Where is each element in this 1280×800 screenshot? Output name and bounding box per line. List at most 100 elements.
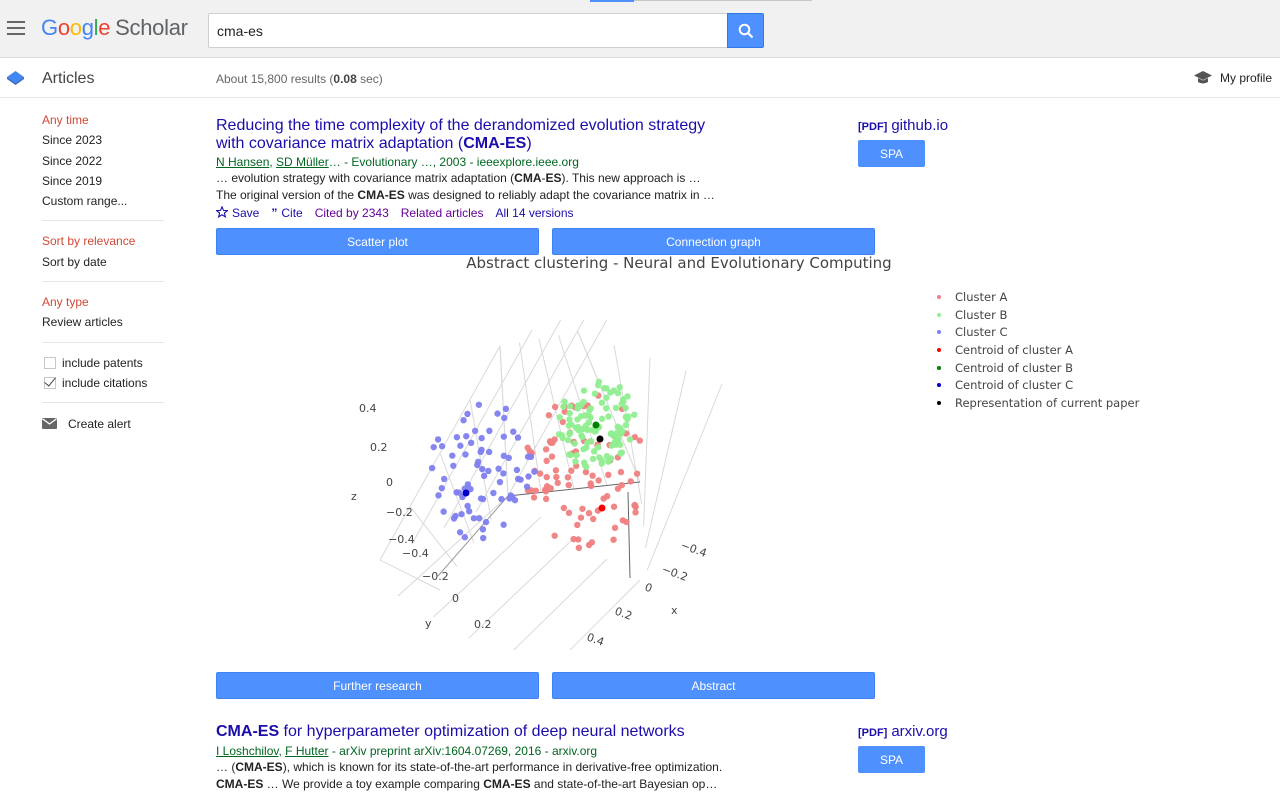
menu-icon[interactable] — [7, 21, 25, 35]
data-point — [546, 438, 554, 445]
legend-item[interactable]: Cluster A — [934, 288, 1139, 306]
abstract-button[interactable]: Abstract — [552, 672, 875, 699]
y-tick-label: 0.2 — [474, 618, 492, 631]
envelope-icon — [42, 418, 57, 430]
result-snippet: The original version of the CMA-ES was d… — [216, 187, 736, 204]
centroid-a — [598, 504, 606, 512]
x-tick-label: 0 — [643, 581, 654, 596]
grid-line — [469, 399, 492, 520]
pdf-link[interactable]: [PDF] arxiv.org — [858, 723, 948, 740]
legend-item[interactable]: Centroid of cluster B — [934, 359, 1139, 377]
result-actions: Save ” Cite Cited by 2343 Related article… — [215, 204, 736, 222]
pdf-tag: [PDF] — [858, 121, 888, 133]
grid-line — [538, 338, 575, 490]
data-point — [552, 467, 560, 474]
filter-since-2023[interactable]: Since 2023 — [42, 133, 103, 148]
filter-since-2022[interactable]: Since 2022 — [42, 153, 103, 168]
author-link[interactable]: N Hansen — [216, 155, 270, 169]
cited-by-link[interactable]: Cited by 2343 — [314, 206, 389, 220]
articles-icon — [7, 71, 24, 85]
legend-item[interactable]: Cluster B — [934, 306, 1139, 324]
sort-by-date[interactable]: Sort by date — [42, 254, 107, 269]
data-point — [559, 418, 566, 426]
data-point — [527, 453, 535, 461]
sort-by-relevance[interactable]: Sort by relevance — [42, 234, 136, 249]
filter-custom-range[interactable]: Custom range... — [42, 194, 128, 209]
further-research-button[interactable]: Further research — [216, 672, 539, 699]
result-source: … - Evolutionary …, 2003 - ieeexplore.ie… — [328, 155, 579, 169]
data-point — [575, 402, 582, 409]
google-scholar-logo[interactable]: Google Scholar — [41, 15, 188, 41]
data-point — [477, 495, 485, 502]
pdf-link[interactable]: [PDF] github.io — [858, 117, 948, 134]
save-link[interactable]: Save — [215, 204, 260, 222]
data-point — [622, 421, 630, 429]
data-point — [463, 432, 470, 440]
grid-line — [379, 345, 501, 561]
include-citations-checkbox[interactable]: include citations — [42, 373, 164, 393]
data-point — [598, 415, 606, 423]
create-alert-link[interactable]: Create alert — [42, 413, 164, 435]
author-link[interactable]: SD Müller — [276, 155, 329, 169]
data-point — [505, 454, 512, 462]
create-alert-label: Create alert — [68, 416, 131, 431]
data-point — [480, 472, 488, 480]
data-point — [435, 492, 442, 499]
scatter-3d-plot[interactable]: 0.40.20−0.2−0.4−0.4−0.200.2−0.4−0.200.20… — [330, 320, 750, 650]
my-profile-link[interactable]: My profile — [1193, 70, 1272, 85]
filter-since-2019[interactable]: Since 2019 — [42, 173, 103, 188]
filter-any-type[interactable]: Any type — [42, 295, 89, 310]
search-button[interactable] — [727, 13, 764, 48]
data-point — [595, 477, 602, 484]
data-point — [623, 518, 630, 526]
data-point — [602, 405, 610, 412]
data-point — [598, 399, 606, 406]
spa-button[interactable]: SPA — [858, 140, 925, 167]
search-result: Reducing the time complexity of the dera… — [215, 117, 736, 222]
data-point — [511, 496, 519, 504]
data-point — [605, 413, 612, 420]
search-input[interactable] — [208, 13, 728, 48]
data-point — [496, 478, 504, 486]
filter-review-articles[interactable]: Review articles — [42, 315, 123, 330]
author-link[interactable]: I Loshchilov — [216, 743, 279, 758]
include-citations-label: include citations — [62, 375, 148, 390]
data-point — [532, 487, 540, 494]
data-point — [582, 468, 590, 476]
author-link[interactable]: F Hutter — [285, 743, 329, 758]
spa-button[interactable]: SPA — [858, 746, 925, 773]
legend-item[interactable]: Centroid of cluster A — [934, 341, 1139, 359]
my-profile-label: My profile — [1219, 70, 1272, 85]
divider — [42, 341, 164, 343]
data-point — [464, 410, 471, 418]
legend-item[interactable]: Cluster C — [934, 323, 1139, 341]
connection-graph-button[interactable]: Connection graph — [552, 228, 875, 255]
y-axis-label: y — [425, 617, 432, 630]
data-point — [564, 436, 572, 444]
data-point — [479, 526, 487, 533]
legend-item[interactable]: Representation of current paper — [934, 394, 1139, 412]
scatter-plot-button[interactable]: Scatter plot — [216, 228, 539, 255]
result-title-link[interactable]: CMA-ES for hyperparameter optimization o… — [216, 723, 736, 741]
snippet-text: … evolution strategy with covariance mat… — [216, 171, 515, 185]
legend-marker — [937, 383, 941, 388]
data-point — [457, 442, 464, 449]
data-point — [490, 489, 497, 497]
related-articles-link[interactable]: Related articles — [400, 206, 484, 220]
result-title-link[interactable]: Reducing the time complexity of the dera… — [216, 117, 736, 152]
cite-link[interactable]: ” Cite — [271, 204, 302, 222]
all-versions-link[interactable]: All 14 versions — [495, 206, 574, 220]
data-point — [565, 509, 573, 517]
include-patents-label: include patents — [62, 355, 143, 370]
cite-label: Cite — [281, 206, 303, 220]
include-patents-checkbox[interactable]: include patents — [42, 353, 164, 373]
title-text: Reducing the time complexity of the dera… — [216, 117, 706, 152]
snippet-text: … We provide a toy example comparing — [263, 776, 484, 791]
top-bar: Google Scholar — [0, 0, 1280, 58]
save-label: Save — [232, 206, 260, 220]
filter-any-time[interactable]: Any time — [42, 113, 89, 127]
axis-line — [437, 495, 509, 577]
search-icon — [738, 23, 753, 38]
data-point — [622, 404, 629, 412]
legend-item[interactable]: Centroid of cluster C — [934, 376, 1139, 394]
